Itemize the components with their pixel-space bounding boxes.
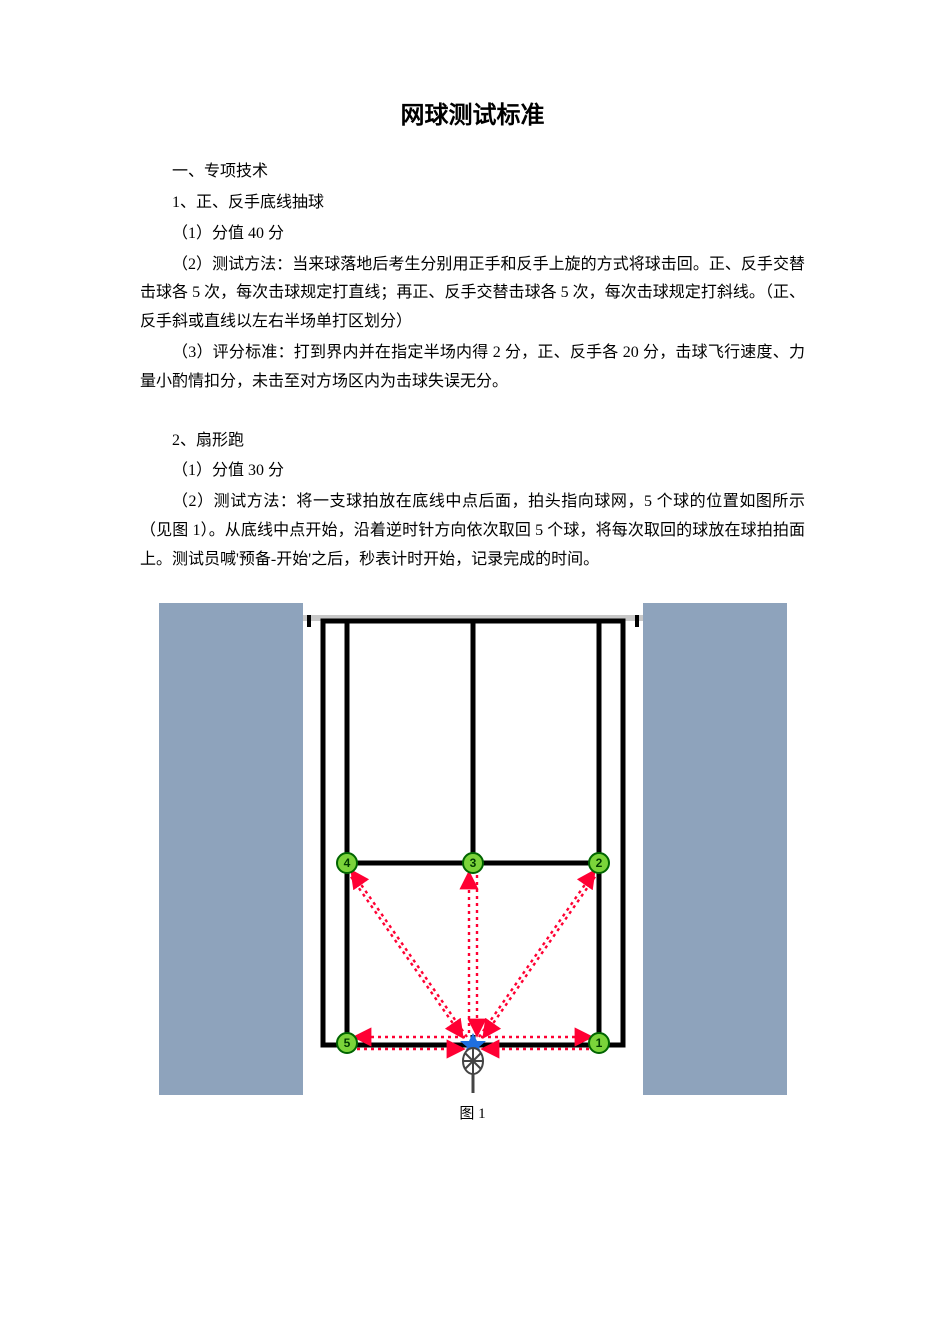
page-title: 网球测试标准 [140,95,805,138]
svg-text:5: 5 [343,1036,350,1050]
figure-1: 1 2 3 4 5 图 1 [140,603,805,1128]
document-page: 网球测试标准 一、专项技术 1、正、反手底线抽球 （1）分值 40 分 （2）测… [0,0,945,1188]
figure-1-caption: 图 1 [459,1101,485,1128]
item-2-score: （1）分值 30 分 [140,457,805,486]
item-1-score: （1）分值 40 分 [140,220,805,249]
svg-text:4: 4 [343,856,350,870]
item-1-criteria: （3）评分标准：打到界内并在指定半场内得 2 分，正、反手各 20 分，击球飞行… [140,339,805,397]
svg-text:3: 3 [469,856,476,870]
ball-markers: 1 2 3 4 5 [337,853,609,1053]
item-2-method: （2）测试方法：将一支球拍放在底线中点后面，拍头指向球网，5 个球的位置如图所示… [140,488,805,574]
figure-1-court: 1 2 3 4 5 [303,603,643,1095]
figure-1-bg: 1 2 3 4 5 [159,603,787,1095]
item-1-heading: 1、正、反手底线抽球 [140,189,805,218]
fan-run-arrows [347,871,599,1049]
item-2-heading: 2、扇形跑 [140,427,805,456]
section-heading-1: 一、专项技术 [140,158,805,187]
svg-text:1: 1 [595,1036,602,1050]
racket-icon [463,1048,483,1093]
item-1-method: （2）测试方法：当来球落地后考生分别用正手和反手上旋的方式将球击回。正、反手交替… [140,251,805,337]
court-diagram-svg: 1 2 3 4 5 [303,603,643,1095]
svg-text:2: 2 [595,856,602,870]
